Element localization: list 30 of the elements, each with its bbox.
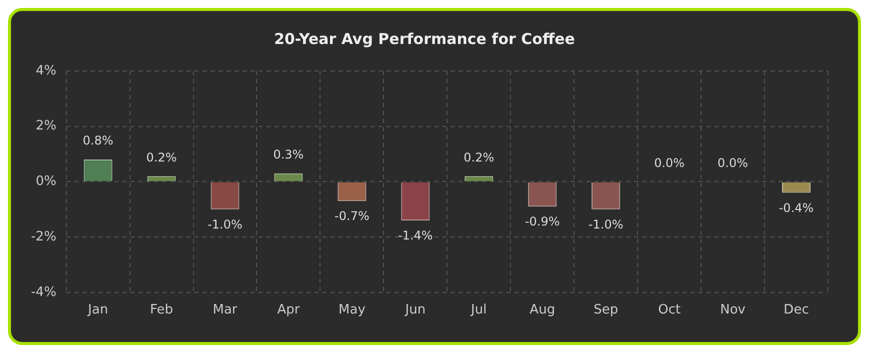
data-label: -1.0% xyxy=(588,218,624,232)
y-tick-label: 0% xyxy=(36,174,56,190)
x-tick-label: May xyxy=(338,302,366,318)
data-label: 0.2% xyxy=(146,150,177,164)
data-label: 0.0% xyxy=(654,156,685,170)
data-label: -0.4% xyxy=(778,200,814,215)
x-tick-label: Dec xyxy=(784,302,809,318)
y-tick-label: -2% xyxy=(30,229,56,244)
x-tick-label: Feb xyxy=(150,302,174,318)
data-label: -0.9% xyxy=(524,214,560,229)
y-tick-label: -4% xyxy=(30,284,56,300)
data-label: 0.3% xyxy=(273,148,304,162)
x-tick-label: Apr xyxy=(277,302,300,318)
data-label: -0.7% xyxy=(334,209,370,224)
x-tick-label: Jul xyxy=(470,302,487,318)
y-tick-label: 2% xyxy=(36,118,56,134)
data-label: -1.4% xyxy=(398,228,433,243)
x-tick-label: Jan xyxy=(87,302,108,318)
data-label: -1.0% xyxy=(208,218,242,232)
x-tick-label: Jun xyxy=(404,302,426,318)
data-label: 0.0% xyxy=(718,156,748,170)
x-tick-label: Sep xyxy=(594,302,618,318)
x-tick-label: Oct xyxy=(658,302,681,318)
x-tick-label: Mar xyxy=(212,302,238,318)
data-label: 0.2% xyxy=(464,150,494,164)
y-tick-label: 4% xyxy=(36,63,56,78)
data-label: 0.8% xyxy=(82,134,114,148)
x-tick-label: Aug xyxy=(530,302,556,318)
x-tick-label: Nov xyxy=(720,302,746,318)
chart-title: 20-Year Avg Performance for Coffee xyxy=(274,30,575,48)
